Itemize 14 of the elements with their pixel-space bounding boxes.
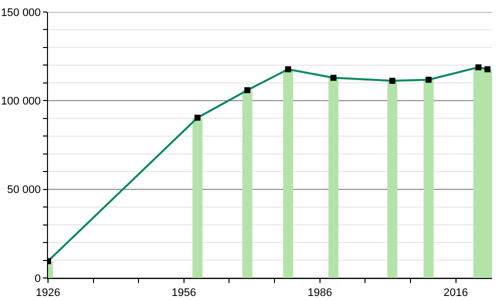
y-tick-label: 100 000 — [1, 96, 41, 108]
x-tick-label: 1956 — [172, 287, 196, 300]
bar — [192, 118, 202, 278]
y-tick-label: 150 000 — [1, 6, 41, 19]
y-tick-label: 0 — [34, 272, 41, 285]
x-tick-label: 1926 — [36, 287, 60, 300]
bar — [328, 78, 338, 278]
x-tick-label: 2016 — [444, 287, 468, 300]
bar — [424, 80, 434, 278]
bar — [387, 80, 398, 278]
y-tick-label: 50 000 — [7, 184, 41, 196]
x-tick-label: 1986 — [308, 287, 332, 300]
bar — [283, 69, 294, 278]
bar — [242, 90, 252, 278]
